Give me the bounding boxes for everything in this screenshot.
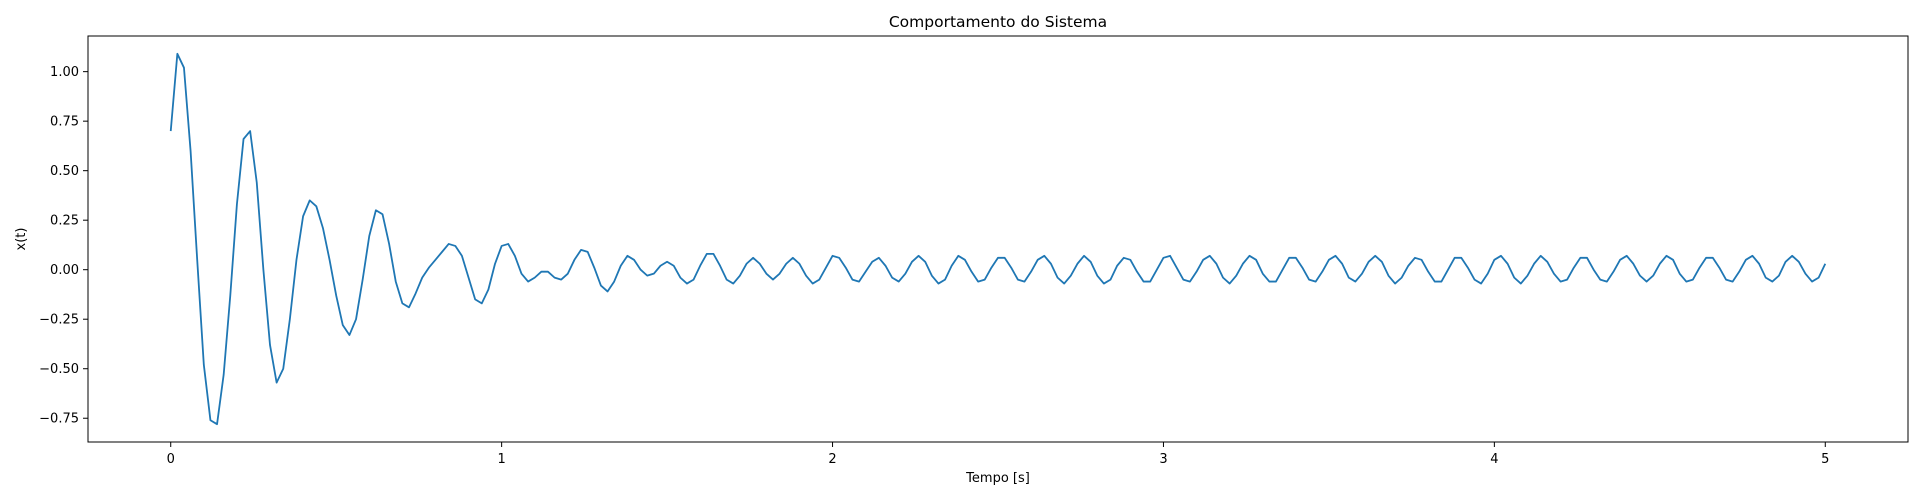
chart-title: Comportamento do Sistema [889,13,1107,31]
x-tick-label: 4 [1490,452,1498,467]
y-tick-label: 0.50 [50,164,79,179]
x-axis: 0 1 2 3 4 5 [167,442,1829,467]
x-axis-label: Tempo [s] [965,471,1030,486]
y-tick-label: 0.75 [50,115,79,130]
x-tick-label: 3 [1159,452,1167,467]
y-tick-label: −0.25 [39,313,79,328]
y-tick-label: 0.00 [50,263,79,278]
plot-area-frame [87,35,1909,443]
x-tick-label: 2 [828,452,836,467]
y-tick-label: 1.00 [50,65,79,80]
y-tick-label: −0.75 [39,412,79,427]
y-tick-label: 0.25 [50,214,79,229]
x-tick-label: 5 [1821,452,1829,467]
y-tick-label: −0.50 [39,362,79,377]
x-tick-label: 1 [497,452,505,467]
y-axis-label: x(t) [14,228,29,251]
x-tick-label: 0 [167,452,175,467]
y-axis: 1.00 0.75 0.50 0.25 0.00 −0.25 −0.50 −0.75 [39,65,88,427]
series-line [169,52,1827,426]
